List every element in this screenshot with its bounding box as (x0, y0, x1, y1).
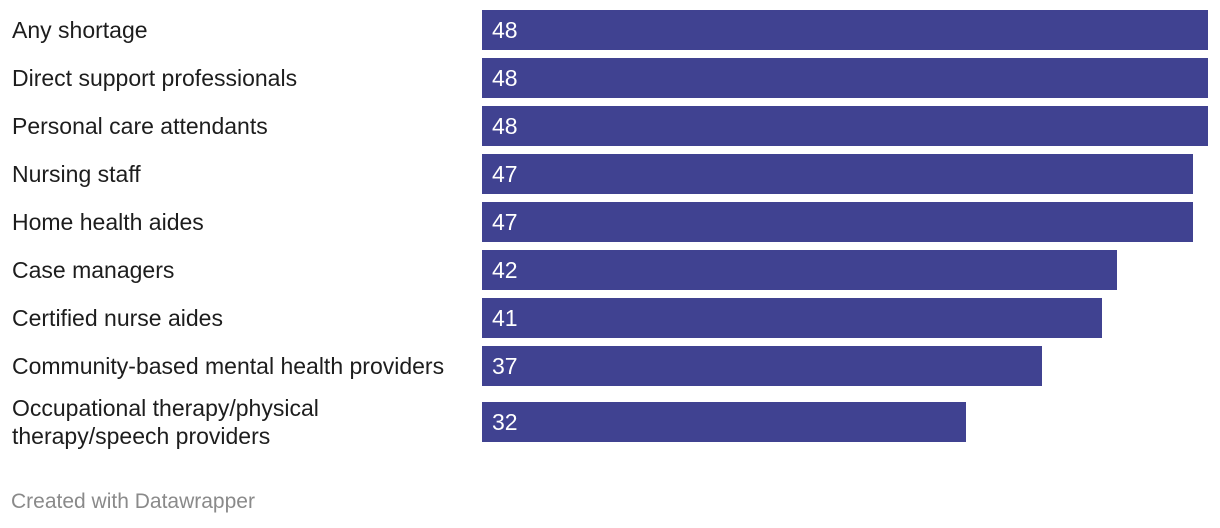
bar (482, 106, 1208, 146)
bar (482, 250, 1118, 290)
data-label: 47 (492, 209, 518, 235)
bar (482, 346, 1042, 386)
footer-credit: Created with Datawrapper (11, 490, 255, 513)
bar (482, 154, 1193, 194)
bar (482, 202, 1193, 242)
category-label: Direct support professionals (12, 65, 298, 91)
category-label: Certified nurse aides (12, 305, 223, 331)
data-label: 41 (492, 305, 518, 331)
data-label: 32 (492, 409, 518, 435)
data-label: 48 (492, 17, 518, 43)
data-label: 42 (492, 257, 518, 283)
category-label: Nursing staff (12, 161, 141, 187)
data-label: 48 (492, 65, 518, 91)
bar (482, 10, 1208, 50)
bar-chart: Any shortage 48 Direct support professiona… (12, 10, 1208, 449)
bar (482, 58, 1208, 98)
category-label: Home health aides (12, 209, 204, 235)
category-label: Any shortage (12, 17, 148, 43)
data-label: 47 (492, 161, 518, 187)
bar (482, 402, 966, 442)
data-label: 37 (492, 353, 518, 379)
bar (482, 298, 1103, 338)
category-label: Community-based mental health providers (12, 353, 445, 379)
data-label: 48 (492, 113, 518, 139)
category-label: Occupational therapy/physical therapy/sp… (12, 395, 319, 449)
category-label: Case managers (12, 257, 175, 283)
category-label: Personal care attendants (12, 113, 268, 139)
